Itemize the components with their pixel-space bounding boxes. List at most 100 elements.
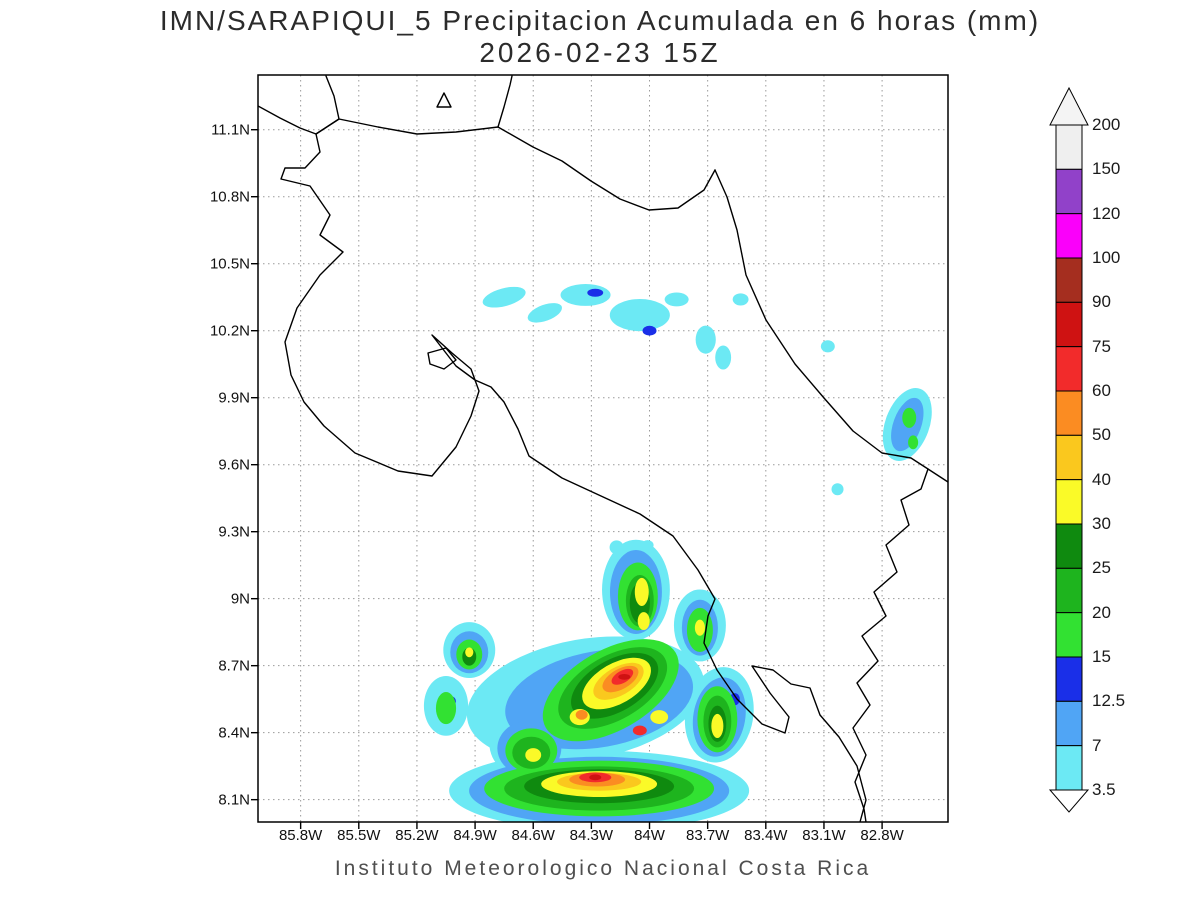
- coastline-pacific: [280, 133, 867, 822]
- border-panama: [852, 468, 929, 822]
- colorbar-label: 50: [1092, 425, 1111, 445]
- lat-tick-label: 10.8N: [209, 188, 250, 206]
- colorbar-arrow-down: [1048, 789, 1090, 813]
- lake-shore-east: [497, 75, 513, 128]
- precip-cell: [589, 774, 602, 781]
- map-frame: [257, 74, 949, 823]
- precip-cell: [715, 345, 732, 370]
- colorbar-label: 25: [1092, 558, 1111, 578]
- lon-tick-label: 85.2W: [395, 827, 439, 844]
- precip-cell: [482, 286, 526, 308]
- coastline-caribbean: [714, 169, 948, 483]
- colorbar-label: 60: [1092, 381, 1111, 400]
- precip-cell: [560, 284, 611, 306]
- lat-tick-label: 8.4N: [218, 724, 250, 742]
- colorbar-segment: [1055, 434, 1083, 481]
- colorbar-label: 120: [1092, 203, 1121, 223]
- lon-tick-label: 84.6W: [511, 827, 555, 844]
- precip-cell: [587, 288, 604, 297]
- precip-cell: [711, 713, 724, 739]
- lat-tick-label: 11.1N: [211, 121, 250, 139]
- colorbar-segment: [1055, 567, 1083, 614]
- precip-cell: [831, 483, 844, 496]
- precip-cell: [525, 748, 542, 762]
- lat-tick-label: 8.7N: [218, 657, 250, 675]
- lake-shore: [315, 75, 340, 135]
- precip-cell: [902, 407, 917, 428]
- coastline-segment: [258, 105, 317, 135]
- precip-cell: [641, 540, 654, 550]
- colorbar-segment: [1055, 168, 1083, 215]
- precip-cell: [634, 577, 649, 607]
- colorbar-label: 100: [1092, 248, 1121, 267]
- precip-cell: [618, 673, 631, 680]
- lat-tick-label: 9N: [230, 590, 250, 608]
- colorbar-segment: [1055, 700, 1083, 747]
- precip-cell: [435, 692, 457, 725]
- colorbar: [1048, 86, 1090, 813]
- plot-title: IMN/SARAPIQUI_5 Precipitacion Acumulada …: [159, 5, 1041, 36]
- plot-subtitle: 2026-02-23 15Z: [479, 37, 721, 68]
- lat-tick-label: 8.1N: [218, 791, 250, 809]
- precip-cell: [820, 340, 835, 353]
- precip-cell: [908, 435, 919, 450]
- lon-tick-label: 83.1W: [802, 827, 846, 844]
- lon-tick-label: 84.3W: [569, 827, 614, 844]
- lat-tick-label: 9.6N: [218, 456, 250, 474]
- border-nicaragua: [315, 118, 716, 211]
- precip-cell: [609, 298, 670, 332]
- colorbar-label: 90: [1092, 292, 1111, 312]
- precip-cell: [575, 709, 588, 720]
- precip-cell: [527, 303, 563, 323]
- colorbar-label: 7: [1092, 735, 1102, 755]
- coastline: [258, 75, 948, 822]
- lat-tick-label: 10.5N: [209, 255, 250, 273]
- axis-ticks: [251, 129, 883, 829]
- precip-cell: [664, 292, 689, 307]
- colorbar-segment: [1055, 523, 1083, 569]
- lat-tick-label: 9.3N: [218, 523, 250, 541]
- precip-cell: [465, 647, 474, 658]
- colorbar-label: 30: [1092, 514, 1111, 533]
- precip-cell: [650, 710, 669, 724]
- colorbar-arrow-up: [1049, 86, 1089, 126]
- colorbar-segment: [1055, 745, 1083, 791]
- lat-tick-label: 10.2N: [209, 322, 250, 340]
- precip-cell: [732, 293, 749, 306]
- precip-cell: [642, 325, 657, 336]
- colorbar-segment: [1055, 612, 1083, 658]
- colorbar-label: 200: [1092, 115, 1121, 134]
- lon-tick-label: 84W: [634, 827, 665, 844]
- lon-tick-label: 84.9W: [453, 827, 497, 844]
- colorbar-segment: [1055, 301, 1083, 348]
- lon-tick-label: 85.8W: [278, 827, 323, 844]
- colorbar-label: 3.5: [1092, 780, 1116, 799]
- precip-cell: [609, 540, 624, 555]
- lon-tick-label: 83.7W: [685, 827, 730, 844]
- lake-islet: [436, 92, 452, 108]
- lon-tick-label: 82.8W: [860, 827, 904, 844]
- colorbar-label: 15: [1092, 647, 1111, 666]
- colorbar-segment: [1055, 213, 1083, 259]
- colorbar-segment: [1055, 257, 1083, 303]
- colorbar-segment: [1055, 124, 1083, 170]
- island-chira: [427, 347, 457, 370]
- colorbar-label: 150: [1092, 159, 1121, 179]
- colorbar-segment: [1055, 390, 1083, 436]
- precip-cell: [632, 725, 647, 736]
- precip-shading: [423, 284, 932, 822]
- colorbar-label: 75: [1092, 336, 1111, 356]
- lon-tick-label: 83.4W: [744, 827, 788, 844]
- lat-tick-label: 9.9N: [218, 389, 250, 407]
- colorbar-segment: [1055, 479, 1083, 525]
- attribution-caption: Instituto Meteorologico Nacional Costa R…: [334, 857, 872, 880]
- colorbar-segment: [1055, 656, 1083, 702]
- colorbar-segment: [1055, 346, 1083, 392]
- colorbar-label: 12.5: [1092, 691, 1126, 711]
- precip-cell: [637, 612, 650, 630]
- colorbar-label: 40: [1092, 469, 1111, 489]
- precip-cell: [694, 619, 705, 636]
- lon-tick-label: 85.5W: [337, 827, 381, 844]
